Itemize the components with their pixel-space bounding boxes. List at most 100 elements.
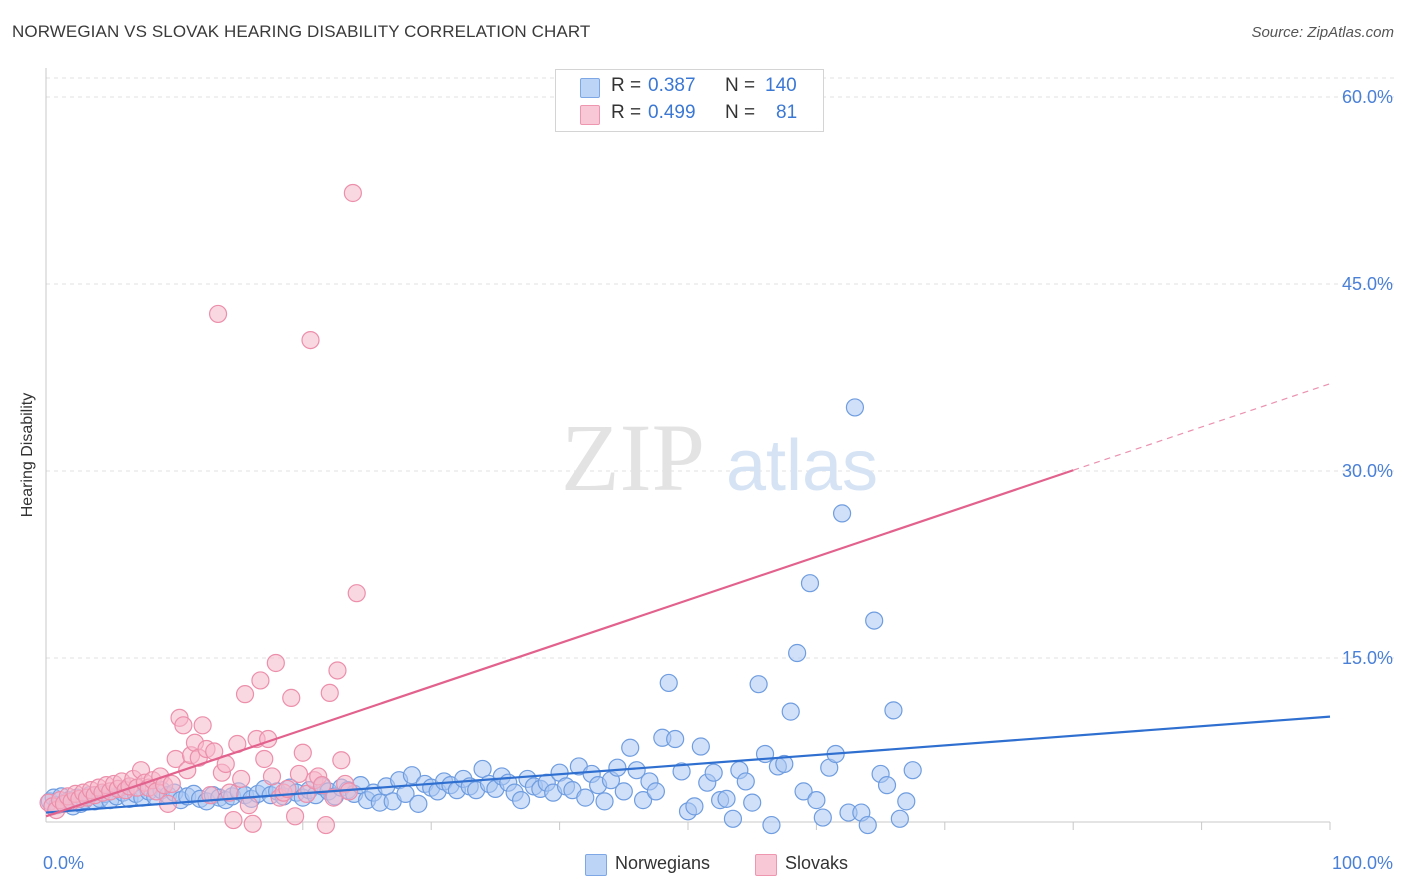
data-point [285, 807, 305, 826]
slovaks-swatch [580, 105, 600, 125]
data-point [743, 793, 762, 812]
stats-legend-box: R = 0.387 N = 140 R = 0.499 N = 81 [555, 69, 824, 132]
data-point [666, 729, 685, 749]
legend: Norwegians Slovaks [0, 850, 1406, 878]
data-point [608, 758, 627, 777]
data-point [347, 584, 366, 603]
data-point [473, 759, 492, 779]
trend-lines [45, 383, 1331, 818]
watermark-zip: ZIP [561, 404, 705, 511]
legend-label: Slovaks [785, 853, 849, 873]
data-point [266, 653, 285, 673]
data-point [775, 754, 794, 774]
data-point [865, 611, 884, 630]
data-point [897, 792, 916, 811]
data-point [646, 782, 666, 801]
data-point [845, 398, 865, 417]
data-point [409, 794, 428, 813]
data-point [903, 761, 922, 780]
trend-line [45, 715, 1331, 814]
data-point [576, 788, 595, 807]
n-label: N = [725, 102, 756, 123]
data-point [262, 767, 282, 786]
data-point [672, 762, 691, 781]
data-point [890, 809, 909, 828]
n-value: 140 [765, 75, 797, 96]
data-point [511, 791, 531, 810]
trend-line [45, 469, 1074, 818]
legend-label: Norwegians [615, 853, 711, 873]
data-point [691, 737, 710, 756]
data-point [208, 304, 228, 324]
gridlines [46, 77, 1394, 659]
data-point [162, 774, 181, 794]
data-point [293, 743, 312, 762]
tick-labels: 15.0% 30.0% 45.0% 60.0% 0.0% 100.0% [43, 87, 1393, 873]
data-point [235, 685, 255, 704]
slovaks-swatch [755, 854, 777, 876]
x-tick-label: 0.0% [43, 853, 84, 873]
data-point [239, 796, 258, 815]
data-point [685, 797, 704, 816]
data-point [736, 772, 755, 791]
data-point [781, 702, 800, 721]
data-point [301, 331, 320, 350]
data-point [717, 789, 736, 808]
data-point [328, 661, 347, 680]
data-point [174, 716, 193, 735]
n-label: N = [725, 75, 756, 96]
data-point [255, 749, 274, 769]
data-point [232, 769, 251, 789]
watermark-atlas: atlas [726, 426, 878, 506]
data-point [324, 788, 343, 807]
data-point [832, 504, 852, 523]
data-point [704, 763, 723, 782]
data-point [800, 574, 820, 593]
data-point [813, 808, 832, 827]
data-point [282, 688, 301, 707]
y-tick-label: 15.0% [1342, 648, 1393, 668]
data-point [220, 783, 239, 802]
source-label: Source: ZipAtlas.com [1251, 24, 1394, 41]
norwegians-swatch [585, 854, 607, 876]
data-point [884, 701, 903, 720]
x-tick-label: 100.0% [1332, 853, 1393, 873]
data-point [595, 792, 614, 811]
watermark: ZIP atlas [561, 404, 878, 511]
data-point [749, 675, 768, 694]
r-value: 0.499 [648, 102, 696, 123]
data-point [794, 782, 813, 801]
data-point [332, 751, 351, 770]
n-value: 81 [776, 102, 798, 123]
r-value: 0.387 [648, 75, 696, 96]
data-point [243, 814, 262, 833]
data-point [316, 815, 336, 835]
data-point [877, 776, 897, 795]
data-point [627, 761, 646, 780]
data-point [312, 776, 332, 795]
y-tick-label: 60.0% [1342, 87, 1393, 107]
r-label: R = [611, 75, 642, 96]
data-point [762, 815, 781, 835]
data-point [289, 764, 309, 784]
data-point [807, 791, 826, 810]
data-point [788, 643, 807, 663]
data-point [224, 810, 243, 830]
y-tick-label: 45.0% [1342, 274, 1393, 294]
y-tick-label: 30.0% [1342, 461, 1393, 481]
data-point [251, 671, 270, 690]
data-point [858, 815, 877, 835]
data-point [723, 809, 743, 828]
norwegians-swatch [580, 78, 600, 98]
data-point [614, 782, 633, 801]
chart-title: NORWEGIAN VS SLOVAK HEARING DISABILITY C… [12, 22, 591, 41]
data-point [193, 716, 212, 735]
data-point [402, 766, 422, 785]
data-point [659, 673, 678, 693]
r-label: R = [611, 102, 642, 123]
trend-line-extension [1073, 383, 1331, 471]
data-point [343, 183, 362, 203]
data-point [621, 738, 640, 757]
data-point [633, 791, 653, 810]
